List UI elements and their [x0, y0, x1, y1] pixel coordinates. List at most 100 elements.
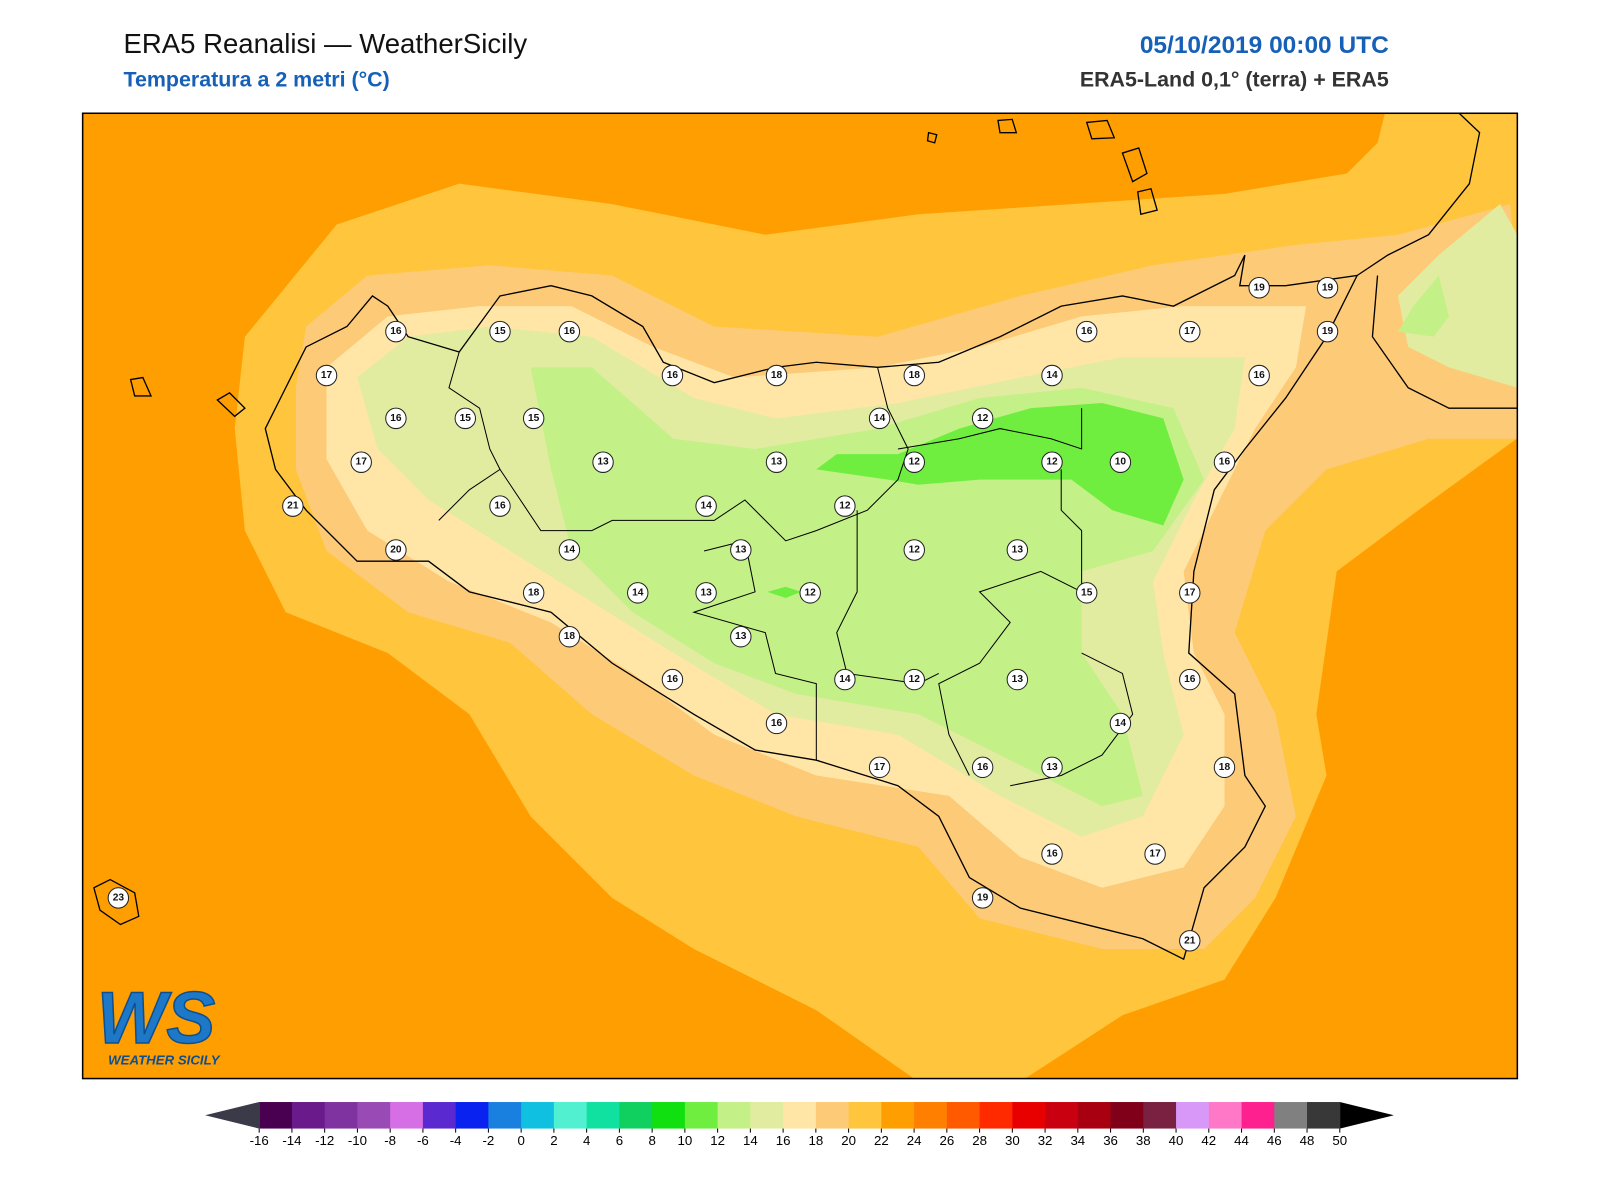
- station: 13: [730, 539, 752, 561]
- colorbar-label: -10: [348, 1133, 367, 1148]
- station: 14: [834, 668, 856, 691]
- colorbar: -16 -14 -12 -10 -8 -6 -4 -2 0 2 4 6 8 10 12 14 16 18 20 22 2…: [205, 1102, 1394, 1148]
- colorbar-segment: [717, 1102, 751, 1129]
- station-value: 16: [977, 762, 989, 773]
- colorbar-segment: [979, 1102, 1013, 1129]
- station-value: 16: [667, 674, 679, 685]
- colorbar-label: 12: [710, 1133, 725, 1148]
- colorbar-segment: [1241, 1102, 1275, 1129]
- colorbar-label: 30: [1005, 1133, 1020, 1148]
- station-value: 13: [771, 457, 783, 468]
- station-marker: [1006, 539, 1029, 561]
- station-marker: [1316, 277, 1339, 299]
- station: 21: [282, 495, 304, 517]
- station: 19: [971, 887, 994, 909]
- station-marker: [903, 451, 925, 473]
- station-value: 12: [977, 413, 989, 424]
- station-value: 16: [667, 370, 679, 381]
- colorbar-segment: [652, 1102, 686, 1129]
- station-value: 14: [632, 587, 644, 598]
- colorbar-label: 36: [1103, 1133, 1118, 1148]
- station-value: 17: [874, 762, 886, 773]
- station-value: 20: [390, 544, 402, 555]
- station-marker: [522, 407, 545, 430]
- station: 13: [1041, 756, 1063, 779]
- station-marker: [730, 626, 752, 648]
- borders: [438, 351, 1134, 787]
- station-value: 16: [1184, 674, 1196, 685]
- colorbar-label: 50: [1332, 1133, 1347, 1148]
- station: 16: [558, 320, 581, 343]
- station-value: 19: [1322, 282, 1334, 293]
- colorbar-label: 8: [648, 1133, 655, 1148]
- colorbar-segment: [586, 1102, 620, 1129]
- station: 15: [489, 320, 511, 343]
- station-value: 15: [494, 326, 506, 337]
- station: 18: [558, 626, 581, 648]
- station: 17: [868, 756, 891, 779]
- station: 17: [1144, 843, 1166, 865]
- logo-mark: WS: [97, 976, 215, 1059]
- station-value: 19: [1322, 326, 1334, 337]
- subtitle: Temperatura a 2 metri (°C): [123, 68, 389, 92]
- station-value: 12: [805, 587, 817, 598]
- station: 10: [1109, 451, 1132, 473]
- station: 21: [1179, 930, 1201, 952]
- station: 12: [799, 582, 821, 604]
- station-marker: [558, 320, 581, 343]
- station: 15: [1076, 582, 1098, 604]
- station-value: 16: [564, 326, 576, 337]
- station-value: 16: [1081, 326, 1093, 337]
- station-marker: [315, 364, 338, 387]
- colorbar-under: [205, 1102, 260, 1129]
- colorbar-label: 16: [776, 1133, 791, 1148]
- colorbar-label: 4: [583, 1133, 590, 1148]
- station-value: 18: [564, 631, 576, 642]
- station-marker: [350, 451, 372, 473]
- station: 16: [1179, 668, 1201, 691]
- station: 16: [765, 712, 788, 735]
- station-value: 14: [564, 544, 576, 555]
- station-value: 19: [1254, 282, 1266, 293]
- station-marker: [971, 407, 994, 430]
- title: ERA5 Reanalisi — WeatherSicily: [123, 28, 527, 59]
- colorbar-segment: [324, 1102, 358, 1129]
- station-value: 18: [528, 587, 540, 598]
- station-value: 12: [1046, 457, 1058, 468]
- station-value: 18: [1219, 762, 1231, 773]
- station-marker: [385, 407, 407, 430]
- station-marker: [627, 582, 649, 604]
- frame: [81, 112, 1519, 1080]
- colorbar-segment: [750, 1102, 784, 1129]
- colorbar-segment: [1077, 1102, 1112, 1129]
- station-value: 13: [1012, 674, 1024, 685]
- station-marker: [1179, 930, 1201, 952]
- station-marker: [1179, 668, 1201, 691]
- station-marker: [1006, 668, 1029, 691]
- station: 14: [695, 495, 717, 517]
- station-marker: [661, 364, 684, 387]
- station: 20: [385, 539, 407, 561]
- station-marker: [1248, 364, 1270, 387]
- station: 17: [1179, 320, 1201, 343]
- colorbar-segment: [848, 1102, 882, 1129]
- colorbar-segment: [455, 1102, 489, 1129]
- station: 13: [730, 626, 752, 648]
- station: 18: [903, 364, 925, 387]
- colorbar-label: 2: [550, 1133, 557, 1148]
- station-marker: [1109, 712, 1132, 735]
- station-marker: [385, 320, 407, 343]
- station-value: 17: [1184, 587, 1196, 598]
- station-marker: [1316, 320, 1339, 343]
- station-value: 18: [771, 370, 783, 381]
- station: 12: [971, 407, 994, 430]
- contour: [767, 586, 802, 598]
- colorbar-label: -12: [315, 1133, 334, 1148]
- station-marker: [454, 407, 477, 430]
- station-value: 13: [1012, 544, 1024, 555]
- station-marker: [765, 451, 788, 473]
- station-value: 16: [390, 326, 402, 337]
- station: 13: [765, 451, 788, 473]
- station-marker: [1109, 451, 1132, 473]
- colorbar-segment: [1176, 1102, 1210, 1129]
